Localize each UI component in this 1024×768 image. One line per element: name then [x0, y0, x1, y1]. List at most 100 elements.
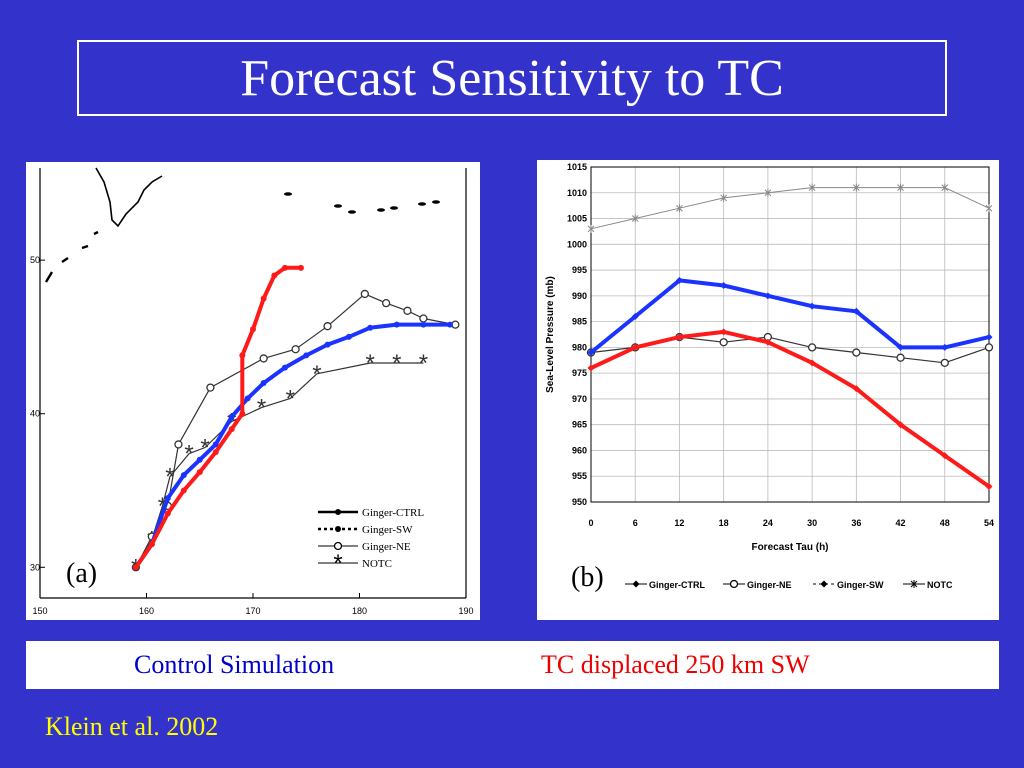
- x-tick-label: 36: [851, 518, 861, 528]
- series-point-ginger-ne: [807, 343, 817, 352]
- series-point-notc: [941, 183, 949, 192]
- panel-label-a: (a): [66, 558, 97, 589]
- island: [348, 210, 356, 214]
- y-tick-label: 1015: [567, 162, 587, 172]
- x-tick-label: 150: [32, 606, 47, 616]
- y-tick-label: 970: [572, 394, 587, 404]
- track-point-notc: *: [165, 464, 174, 491]
- series-point-ginger-sw: [720, 328, 728, 336]
- track-point-ginger-ctrl: [260, 380, 267, 386]
- track-point-ginger-sw: [260, 295, 267, 302]
- legend-label: Ginger-SW: [837, 580, 884, 590]
- citation: Klein et al. 2002: [45, 712, 219, 741]
- track-point-ginger-sw: [212, 449, 219, 456]
- track-point-ginger-ctrl: [244, 395, 251, 402]
- legend-marker: [729, 579, 739, 589]
- track-point-ginger-ne: [419, 314, 428, 323]
- legend-label: Ginger-NE: [747, 580, 792, 590]
- series-point-ginger-sw: [587, 364, 595, 372]
- track-point-ginger-ctrl: [393, 321, 400, 328]
- series-point-notc: [764, 188, 772, 197]
- legend-marker: [910, 580, 918, 588]
- series-point-notc: [720, 193, 728, 202]
- series-point-notc: [985, 204, 993, 213]
- y-tick-label: 40: [30, 409, 40, 419]
- series-point-ginger-ctrl: [985, 333, 993, 341]
- panel-label-b: (b): [571, 562, 604, 593]
- legend-marker: [632, 580, 640, 588]
- track-point-ginger-ctrl: [164, 495, 171, 502]
- legend-label: Ginger-CTRL: [649, 580, 705, 590]
- caption-control: Control Simulation: [134, 650, 335, 679]
- legend-label: NOTC: [927, 580, 953, 590]
- track-point-ginger-sw: [297, 264, 304, 271]
- track-point-ginger-ctrl: [196, 456, 203, 463]
- track-point-ginger-ne: [174, 440, 183, 449]
- series-point-ginger-ne: [719, 338, 728, 347]
- x-tick-label: 12: [674, 518, 684, 528]
- series-point-ginger-ctrl: [852, 307, 860, 315]
- x-tick-label: 190: [458, 606, 473, 616]
- track-point-ginger-ctrl: [447, 321, 454, 328]
- legend-marker: [335, 509, 341, 515]
- x-tick-label: 54: [984, 518, 994, 528]
- x-axis-label: Forecast Tau (h): [751, 542, 828, 553]
- track-point-ginger-ctrl: [420, 321, 427, 328]
- track-point-ginger-sw: [180, 487, 187, 494]
- island: [284, 192, 292, 196]
- series-point-notc: [631, 214, 639, 223]
- track-point-ginger-sw: [250, 326, 256, 333]
- series-point-ginger-ctrl: [587, 349, 595, 357]
- track-point-ginger-sw: [228, 426, 235, 433]
- series-point-ginger-sw: [985, 483, 993, 491]
- track-point-ginger-sw: [196, 469, 203, 476]
- series-point-notc: [852, 183, 860, 192]
- track-ginger-sw: [134, 265, 301, 569]
- series-point-ginger-ctrl: [675, 276, 683, 284]
- series-point-ginger-sw: [764, 338, 772, 346]
- x-tick-label: 48: [940, 518, 950, 528]
- track-point-ginger-ne: [291, 345, 300, 354]
- pressure-chart: 950 955 960 965 970 975 980 985 990 995 1000 1005 10…: [545, 162, 994, 593]
- legend-label: Ginger-NE: [362, 541, 411, 553]
- caption-displaced: TC displaced 250 km SW: [541, 650, 810, 679]
- track-point-ginger-ctrl: [212, 441, 219, 448]
- series-point-ginger-sw: [675, 333, 683, 341]
- track-point-ginger-ctrl: [367, 324, 374, 331]
- track-point-notc: *: [419, 350, 428, 377]
- track-point-notc: *: [365, 350, 374, 377]
- series-point-ginger-ne: [896, 353, 905, 362]
- x-tick-label: 6: [633, 518, 638, 528]
- legend-label: Ginger-CTRL: [362, 507, 424, 519]
- series-point-ginger-sw: [897, 421, 905, 429]
- island: [432, 200, 440, 204]
- track-point-notc: *: [227, 408, 236, 435]
- x-tick-label: 170: [245, 606, 260, 616]
- track-notc: [135, 362, 424, 568]
- legend-marker: [820, 580, 828, 588]
- y-axis-label: Sea-Level Pressure (mb): [545, 276, 556, 393]
- track-point-ginger-sw: [148, 541, 155, 548]
- island: [377, 208, 385, 212]
- series-point-ginger-sw: [852, 385, 860, 393]
- track-point-ginger-sw: [281, 264, 288, 271]
- legend-marker: [333, 541, 343, 551]
- track-point-notc: *: [286, 385, 295, 412]
- x-tick-label: 42: [896, 518, 906, 528]
- track-point-notc: *: [184, 441, 193, 468]
- series-point-notc: [808, 183, 816, 192]
- track-point-ginger-ne: [323, 322, 332, 331]
- y-tick-label: 990: [572, 291, 587, 301]
- legend-marker: *: [333, 550, 342, 577]
- track-point-ginger-ne: [360, 289, 369, 299]
- coastline-islands: [44, 230, 99, 283]
- coastline: [95, 167, 163, 228]
- y-tick-label: 50: [30, 255, 40, 265]
- legend-label: Ginger-SW: [362, 524, 413, 536]
- series-point-ginger-ctrl: [720, 282, 728, 290]
- series-point-ginger-ctrl: [897, 343, 905, 351]
- series-point-ginger-ctrl: [631, 312, 639, 320]
- island: [390, 206, 398, 210]
- x-tick-label: 160: [139, 606, 154, 616]
